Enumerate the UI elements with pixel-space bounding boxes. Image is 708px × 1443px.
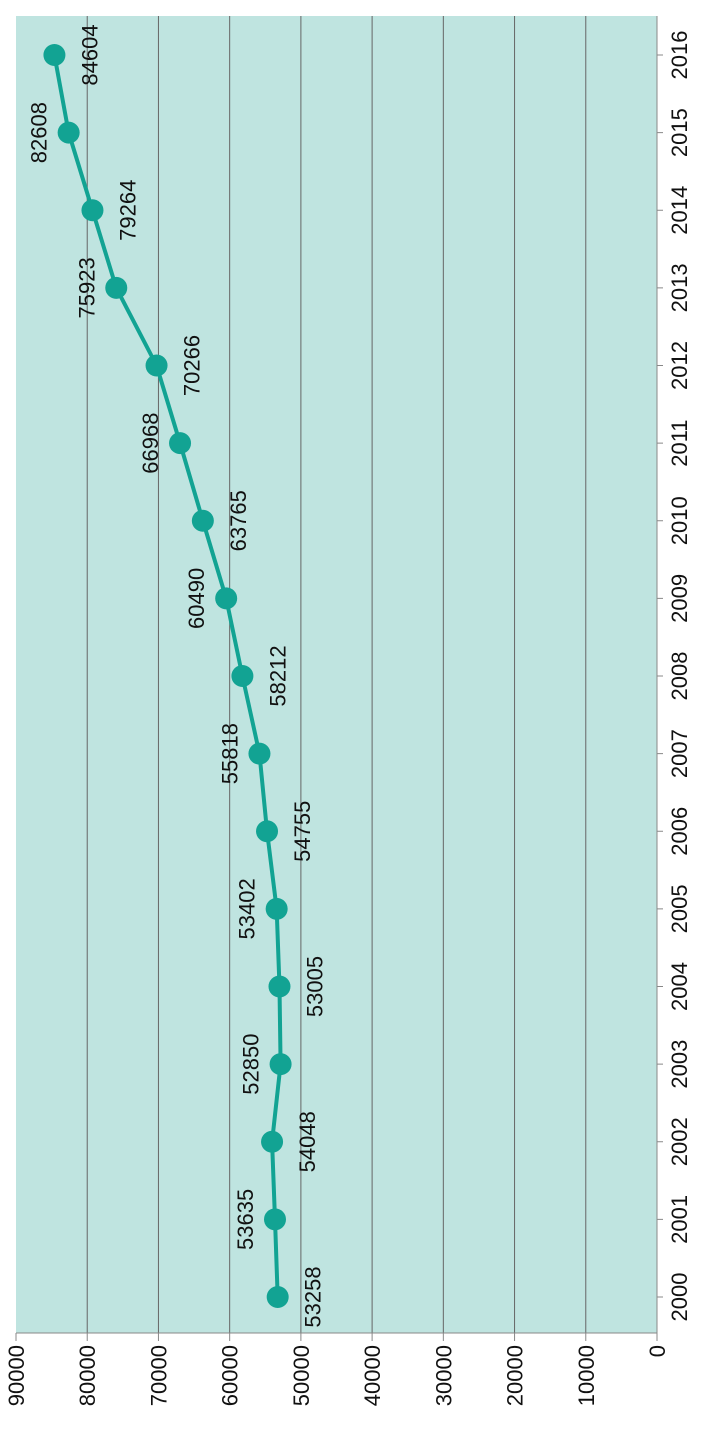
data-label: 54048 xyxy=(295,1111,320,1172)
data-label: 53635 xyxy=(233,1189,258,1250)
data-label: 79264 xyxy=(115,180,140,241)
data-point xyxy=(248,742,271,765)
value-tick-label: 40000 xyxy=(360,1345,385,1406)
data-point xyxy=(81,199,104,222)
category-tick-label: 2008 xyxy=(667,652,692,701)
data-point xyxy=(261,1130,284,1153)
data-point xyxy=(191,509,214,532)
value-tick-label: 50000 xyxy=(289,1345,314,1406)
data-point xyxy=(215,587,238,610)
data-labels: 53258 53635 54048 52850 53005 53402 54755 55818… xyxy=(27,24,328,1327)
data-point xyxy=(57,121,80,144)
value-tick-label: 80000 xyxy=(75,1345,100,1406)
value-tick-label: 70000 xyxy=(146,1345,171,1406)
category-tick-label: 2009 xyxy=(667,574,692,623)
value-tick-label: 60000 xyxy=(218,1345,243,1406)
data-point xyxy=(266,1286,289,1308)
data-label: 53258 xyxy=(301,1266,326,1327)
value-tick-label: 90000 xyxy=(4,1345,29,1406)
category-tick-label: 2007 xyxy=(667,729,692,778)
category-tick-label: 2005 xyxy=(667,884,692,933)
data-label: 75923 xyxy=(74,257,99,318)
data-point xyxy=(145,354,168,377)
data-point xyxy=(268,975,291,998)
gridlines xyxy=(86,16,587,1333)
category-tick-label: 2012 xyxy=(667,341,692,390)
category-tick-label: 2016 xyxy=(667,31,692,80)
data-label: 82608 xyxy=(27,102,52,163)
category-tick-label: 2004 xyxy=(667,962,692,1011)
value-tick-label: 30000 xyxy=(431,1345,456,1406)
category-tick-label: 2006 xyxy=(667,807,692,856)
data-point xyxy=(269,1053,292,1076)
value-tick-label: 20000 xyxy=(503,1345,528,1406)
data-point xyxy=(105,276,128,299)
category-tick-label: 2000 xyxy=(667,1273,692,1322)
data-label: 58212 xyxy=(265,645,290,706)
category-tick-label: 2014 xyxy=(667,186,692,235)
data-label: 53402 xyxy=(235,878,260,939)
data-label: 66968 xyxy=(138,413,163,474)
data-point xyxy=(231,665,254,687)
data-label: 55818 xyxy=(217,723,242,784)
data-label: 84604 xyxy=(77,24,102,85)
data-point xyxy=(43,44,66,66)
value-axis-ticks: 0 10000 20000 30000 40000 50000 60000 70000 8000… xyxy=(4,1333,670,1406)
data-label: 52850 xyxy=(239,1034,264,1095)
data-label: 60490 xyxy=(184,568,209,629)
data-label: 53005 xyxy=(302,956,327,1017)
category-tick-label: 2015 xyxy=(667,108,692,157)
data-point xyxy=(169,432,192,455)
axes xyxy=(16,16,658,1334)
data-point xyxy=(265,897,288,920)
value-tick-label: 10000 xyxy=(574,1345,599,1406)
category-tick-label: 2011 xyxy=(667,419,692,466)
category-tick-label: 2013 xyxy=(667,263,692,312)
category-tick-label: 2003 xyxy=(667,1040,692,1089)
category-tick-label: 2010 xyxy=(667,496,692,545)
category-tick-label: 2001 xyxy=(667,1195,692,1244)
category-axis-ticks: 2000 2001 2002 2003 2004 2005 2006 2007 2008 2009… xyxy=(657,31,692,1322)
data-point xyxy=(263,1208,286,1231)
data-label: 54755 xyxy=(290,801,315,862)
data-label: 63765 xyxy=(226,490,251,551)
data-label: 70266 xyxy=(180,335,205,396)
value-tick-label: 0 xyxy=(645,1345,670,1357)
series-line xyxy=(43,44,292,1308)
category-tick-label: 2002 xyxy=(667,1117,692,1166)
plot-area xyxy=(16,16,657,1333)
data-point xyxy=(256,820,279,843)
